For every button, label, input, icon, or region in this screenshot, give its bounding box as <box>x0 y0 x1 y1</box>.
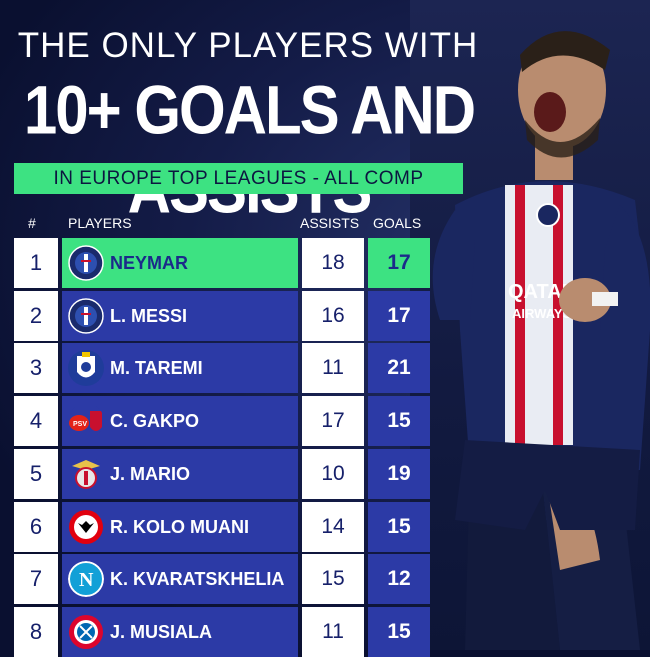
table-row: 2 L. MESSI 16 17 <box>14 291 434 341</box>
goals-cell: 15 <box>368 396 430 446</box>
porto-badge-icon <box>68 350 104 386</box>
player-name: NEYMAR <box>110 253 189 273</box>
assists-cell: 18 <box>302 238 364 288</box>
bayern-badge-icon <box>68 614 104 650</box>
goals-cell: 21 <box>368 343 430 393</box>
table-row: 4 PSV C. GAKPO 17 15 <box>14 396 434 446</box>
rank-cell: 1 <box>14 238 58 288</box>
player-cell: L. MESSI <box>62 291 298 341</box>
frankfurt-badge-icon <box>68 509 104 545</box>
player-cell: PSV C. GAKPO <box>62 396 298 446</box>
table-row: 3 M. TAREMI 11 21 <box>14 343 434 393</box>
goals-cell: 17 <box>368 238 430 288</box>
goals-cell: 19 <box>368 449 430 499</box>
psv-liverpool-badge-icon: PSV <box>68 403 104 439</box>
page-title-line1: THE ONLY PLAYERS WITH <box>17 26 479 65</box>
col-header-goals: GOALS <box>373 215 422 231</box>
svg-text:N: N <box>79 569 94 591</box>
table-row: 1 NEYMAR 18 17 <box>14 238 434 288</box>
goals-cell: 15 <box>368 502 430 552</box>
col-header-players: PLAYERS <box>68 215 132 231</box>
napoli-badge-icon: N <box>68 561 104 597</box>
rank-cell: 8 <box>14 607 58 657</box>
table-row: 8 J. MUSIALA 11 15 <box>14 607 434 657</box>
player-name: J. MARIO <box>110 464 191 484</box>
assists-cell: 15 <box>302 554 364 604</box>
assists-cell: 17 <box>302 396 364 446</box>
player-name: C. GAKPO <box>110 411 200 431</box>
player-cell: NEYMAR <box>62 238 298 288</box>
assists-cell: 16 <box>302 291 364 341</box>
rank-cell: 3 <box>14 343 58 393</box>
rank-cell: 5 <box>14 449 58 499</box>
goals-cell: 17 <box>368 291 430 341</box>
rank-cell: 7 <box>14 554 58 604</box>
subtitle-banner: IN EUROPE TOP LEAGUES - ALL COMP <box>14 163 463 194</box>
col-header-rank: # <box>28 215 36 231</box>
player-cell: N K. KVARATSKHELIA <box>62 554 298 604</box>
player-name: K. KVARATSKHELIA <box>110 569 285 589</box>
player-cell: J. MUSIALA <box>62 607 298 657</box>
player-cell: M. TAREMI <box>62 343 298 393</box>
table-row: 5 J. MARIO 10 19 <box>14 449 434 499</box>
psg-badge-icon <box>68 298 104 334</box>
assists-cell: 10 <box>302 449 364 499</box>
rank-cell: 4 <box>14 396 58 446</box>
assists-cell: 11 <box>302 607 364 657</box>
table-row: 7 N K. KVARATSKHELIA 15 12 <box>14 554 434 604</box>
benfica-badge-icon <box>68 456 104 492</box>
assists-cell: 14 <box>302 502 364 552</box>
col-header-assists: ASSISTS <box>300 215 360 231</box>
rank-cell: 6 <box>14 502 58 552</box>
player-name: J. MUSIALA <box>110 622 213 642</box>
table-row: 6 R. KOLO MUANI 14 15 <box>14 502 434 552</box>
page-title-line2: 10+ GOALS AND ASSISTS <box>23 71 476 227</box>
player-cell: R. KOLO MUANI <box>62 502 298 552</box>
player-name: R. KOLO MUANI <box>110 517 249 537</box>
svg-text:PSV: PSV <box>73 421 87 428</box>
goals-cell: 15 <box>368 607 430 657</box>
goals-cell: 12 <box>368 554 430 604</box>
player-cell: J. MARIO <box>62 449 298 499</box>
player-name: L. MESSI <box>110 306 188 326</box>
rank-cell: 2 <box>14 291 58 341</box>
player-name: M. TAREMI <box>110 358 203 378</box>
psg-badge-icon <box>68 245 104 281</box>
assists-cell: 11 <box>302 343 364 393</box>
